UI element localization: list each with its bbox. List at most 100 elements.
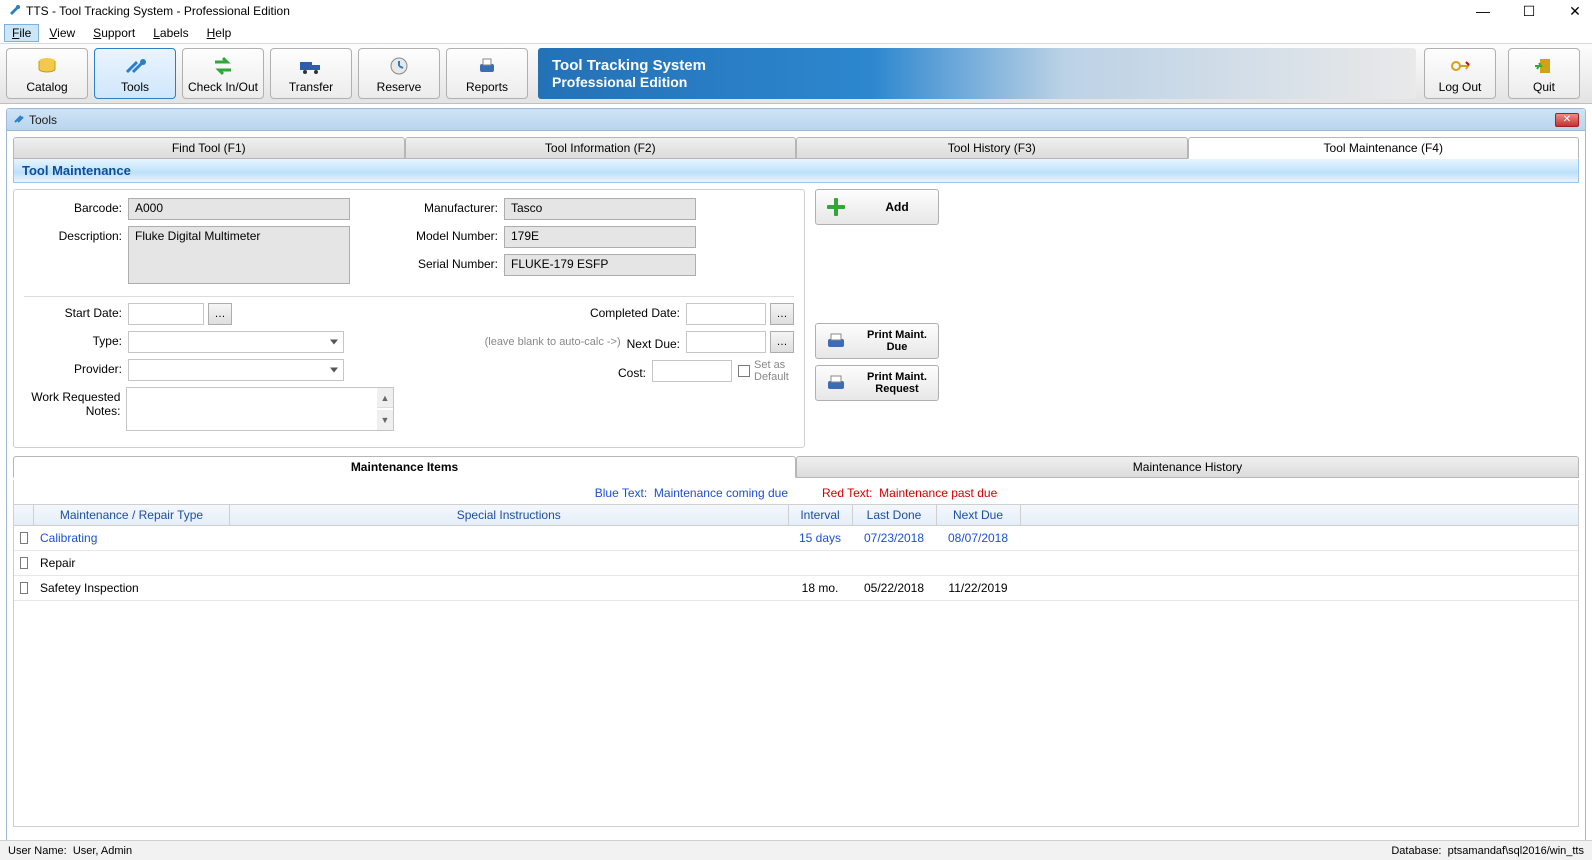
- minimize-button[interactable]: —: [1472, 2, 1494, 20]
- toolbar-reports[interactable]: Reports: [446, 48, 528, 99]
- legend-blue-text: Maintenance coming due: [654, 486, 788, 500]
- barcode-field: A000: [128, 198, 350, 220]
- completed-date-input[interactable]: [686, 303, 766, 325]
- col-next-due[interactable]: Next Due: [937, 505, 1021, 525]
- col-last-done[interactable]: Last Done: [853, 505, 937, 525]
- legend-red-label: Red Text:: [822, 486, 872, 500]
- row-checkbox[interactable]: [20, 532, 28, 544]
- page-tabs: Find Tool (F1) Tool Information (F2) Too…: [13, 137, 1579, 159]
- col-instructions[interactable]: Special Instructions: [230, 505, 789, 525]
- print-maint-due-button[interactable]: Print Maint. Due: [815, 323, 939, 359]
- manufacturer-field: Tasco: [504, 198, 696, 220]
- row-checkbox[interactable]: [20, 582, 28, 594]
- notes-label: Work Requested Notes:: [24, 387, 126, 419]
- table-row[interactable]: Calibrating15 days07/23/201808/07/2018: [14, 526, 1578, 551]
- tools-icon: [121, 54, 149, 78]
- subwindow-close-button[interactable]: ✕: [1555, 113, 1579, 127]
- cell-instructions: [230, 535, 788, 541]
- menu-support[interactable]: Support: [85, 24, 143, 42]
- tab-maintenance-history[interactable]: Maintenance History: [796, 456, 1579, 478]
- maintenance-table: Maintenance / Repair Type Special Instru…: [14, 504, 1578, 826]
- provider-combo[interactable]: [128, 359, 344, 381]
- print-maint-request-label: Print Maint. Request: [856, 371, 938, 395]
- tab-maintenance-items[interactable]: Maintenance Items: [13, 456, 796, 478]
- tools-icon: [13, 112, 25, 127]
- close-button[interactable]: ✕: [1564, 2, 1586, 20]
- completed-date-picker-button[interactable]: …: [770, 303, 794, 325]
- subwindow-title: Tools: [29, 113, 57, 127]
- cell-last-done: [852, 560, 936, 566]
- cell-instructions: [230, 560, 788, 566]
- cell-last-done: 07/23/2018: [852, 528, 936, 548]
- notes-scroll-up[interactable]: ▲: [377, 388, 393, 408]
- toolbar-checkinout-label: Check In/Out: [188, 80, 258, 94]
- toolbar-quit[interactable]: Quit: [1508, 48, 1580, 99]
- print-maint-request-button[interactable]: Print Maint. Request: [815, 365, 939, 401]
- notes-scroll-down[interactable]: ▼: [377, 410, 393, 430]
- col-type[interactable]: Maintenance / Repair Type: [34, 505, 230, 525]
- printer-icon: [824, 371, 848, 395]
- tab-tool-history[interactable]: Tool History (F3): [796, 137, 1188, 159]
- door-icon: [1530, 54, 1558, 78]
- menu-view[interactable]: View: [41, 24, 83, 42]
- description-field: Fluke Digital Multimeter: [128, 226, 350, 284]
- toolbar-logout-label: Log Out: [1439, 80, 1482, 94]
- table-row[interactable]: Repair: [14, 551, 1578, 576]
- key-icon: [1446, 54, 1474, 78]
- cell-instructions: [230, 585, 788, 591]
- toolbar-reserve[interactable]: Reserve: [358, 48, 440, 99]
- clock-icon: [385, 54, 413, 78]
- toolbar-transfer[interactable]: Transfer: [270, 48, 352, 99]
- col-interval[interactable]: Interval: [789, 505, 853, 525]
- notes-textarea[interactable]: ▲ ▼: [126, 387, 394, 431]
- tab-tool-maintenance[interactable]: Tool Maintenance (F4): [1188, 137, 1580, 159]
- default-checkbox[interactable]: [738, 365, 750, 377]
- window-title: TTS - Tool Tracking System - Professiona…: [26, 4, 1472, 18]
- toolbar-catalog-label: Catalog: [26, 80, 67, 94]
- tab-find-tool[interactable]: Find Tool (F1): [13, 137, 405, 159]
- legend-blue-label: Blue Text:: [595, 486, 647, 500]
- table-row[interactable]: Safetey Inspection18 mo.05/22/201811/22/…: [14, 576, 1578, 601]
- toolbar-tools-label: Tools: [121, 80, 149, 94]
- tab-tool-information[interactable]: Tool Information (F2): [405, 137, 797, 159]
- menu-labels[interactable]: Labels: [145, 24, 196, 42]
- next-due-hint: (leave blank to auto-calc ->): [485, 336, 621, 348]
- menubar: File View Support Labels Help: [0, 22, 1592, 44]
- app-icon: [6, 3, 22, 19]
- form-actions: Add Print Maint. Due Print Maint. Reques…: [815, 189, 975, 448]
- add-button[interactable]: Add: [815, 189, 939, 225]
- cost-input[interactable]: [652, 360, 732, 382]
- type-combo[interactable]: [128, 331, 344, 353]
- next-due-input[interactable]: [686, 331, 766, 353]
- toolbar-catalog[interactable]: Catalog: [6, 48, 88, 99]
- add-button-label: Add: [856, 200, 938, 214]
- print-maint-due-label: Print Maint. Due: [856, 329, 938, 353]
- cell-type: Calibrating: [34, 528, 230, 548]
- banner-line1: Tool Tracking System: [552, 57, 1416, 74]
- start-date-picker-button[interactable]: …: [208, 303, 232, 325]
- toolbar-checkinout[interactable]: Check In/Out: [182, 48, 264, 99]
- provider-label: Provider:: [24, 359, 128, 376]
- next-due-picker-button[interactable]: …: [770, 331, 794, 353]
- database-icon: [33, 54, 61, 78]
- maximize-button[interactable]: ☐: [1518, 2, 1540, 20]
- cell-next-due: 08/07/2018: [936, 528, 1020, 548]
- maintenance-form: Barcode: A000 Description: Fluke Digital…: [13, 189, 805, 448]
- serial-field: FLUKE-179 ESFP: [504, 254, 696, 276]
- tools-subwindow: Tools ✕ Find Tool (F1) Tool Information …: [6, 108, 1586, 860]
- description-label: Description:: [24, 226, 128, 243]
- toolbar-logout[interactable]: Log Out: [1424, 48, 1496, 99]
- menu-help[interactable]: Help: [199, 24, 240, 42]
- subwindow-titlebar: Tools ✕: [7, 109, 1585, 131]
- toolbar-reserve-label: Reserve: [377, 80, 422, 94]
- barcode-label: Barcode:: [24, 198, 128, 215]
- model-label: Model Number:: [394, 226, 504, 243]
- row-checkbox[interactable]: [20, 557, 28, 569]
- toolbar-tools[interactable]: Tools: [94, 48, 176, 99]
- cell-last-done: 05/22/2018: [852, 578, 936, 598]
- cell-interval: 18 mo.: [788, 578, 852, 598]
- start-date-input[interactable]: [128, 303, 204, 325]
- default-label: Set as Default: [754, 359, 794, 383]
- plus-icon: [824, 195, 848, 219]
- menu-file[interactable]: File: [4, 24, 39, 42]
